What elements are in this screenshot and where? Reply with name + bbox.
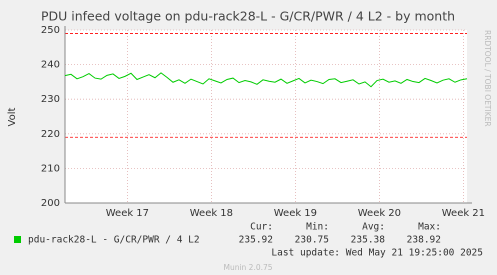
stat-label: Max: bbox=[418, 222, 441, 233]
y-tick-label: 200 bbox=[41, 198, 60, 209]
stat-label: Avg: bbox=[362, 222, 385, 233]
y-tick-label: 250 bbox=[41, 25, 60, 36]
x-tick-label: Week 17 bbox=[106, 208, 149, 219]
stat-label: Min: bbox=[306, 222, 329, 233]
stat-value: 238.92 bbox=[407, 235, 441, 246]
y-tick-label: 230 bbox=[41, 94, 60, 105]
chart-title: PDU infeed voltage on pdu-rack28-L - G/C… bbox=[41, 9, 455, 24]
stat-value: 230.75 bbox=[295, 235, 329, 246]
last-update: Last update: Wed May 21 19:25:00 2025 bbox=[271, 248, 483, 259]
data-line bbox=[64, 72, 468, 88]
stat-value: 235.38 bbox=[351, 235, 386, 246]
y-tick-label: 240 bbox=[41, 60, 60, 71]
stat-value: 235.92 bbox=[239, 235, 273, 246]
y-axis-label: Volt bbox=[7, 107, 18, 126]
y-tick-label: 220 bbox=[41, 129, 60, 140]
footer: Munin 2.0.75 bbox=[223, 263, 272, 272]
x-tick-label: Week 18 bbox=[190, 208, 233, 219]
x-tick-label: Week 21 bbox=[442, 208, 485, 219]
y-tick-label: 210 bbox=[41, 163, 60, 174]
stat-label: Cur: bbox=[250, 222, 273, 233]
side-text: RRDTOOL / TOBI OETIKER bbox=[483, 30, 492, 127]
x-tick-label: Week 20 bbox=[358, 208, 401, 219]
legend-swatch bbox=[14, 236, 21, 243]
x-tick-label: Week 19 bbox=[274, 208, 317, 219]
legend-label: pdu-rack28-L - G/CR/PWR / 4 L2 bbox=[28, 235, 200, 246]
plot-area bbox=[65, 30, 467, 203]
